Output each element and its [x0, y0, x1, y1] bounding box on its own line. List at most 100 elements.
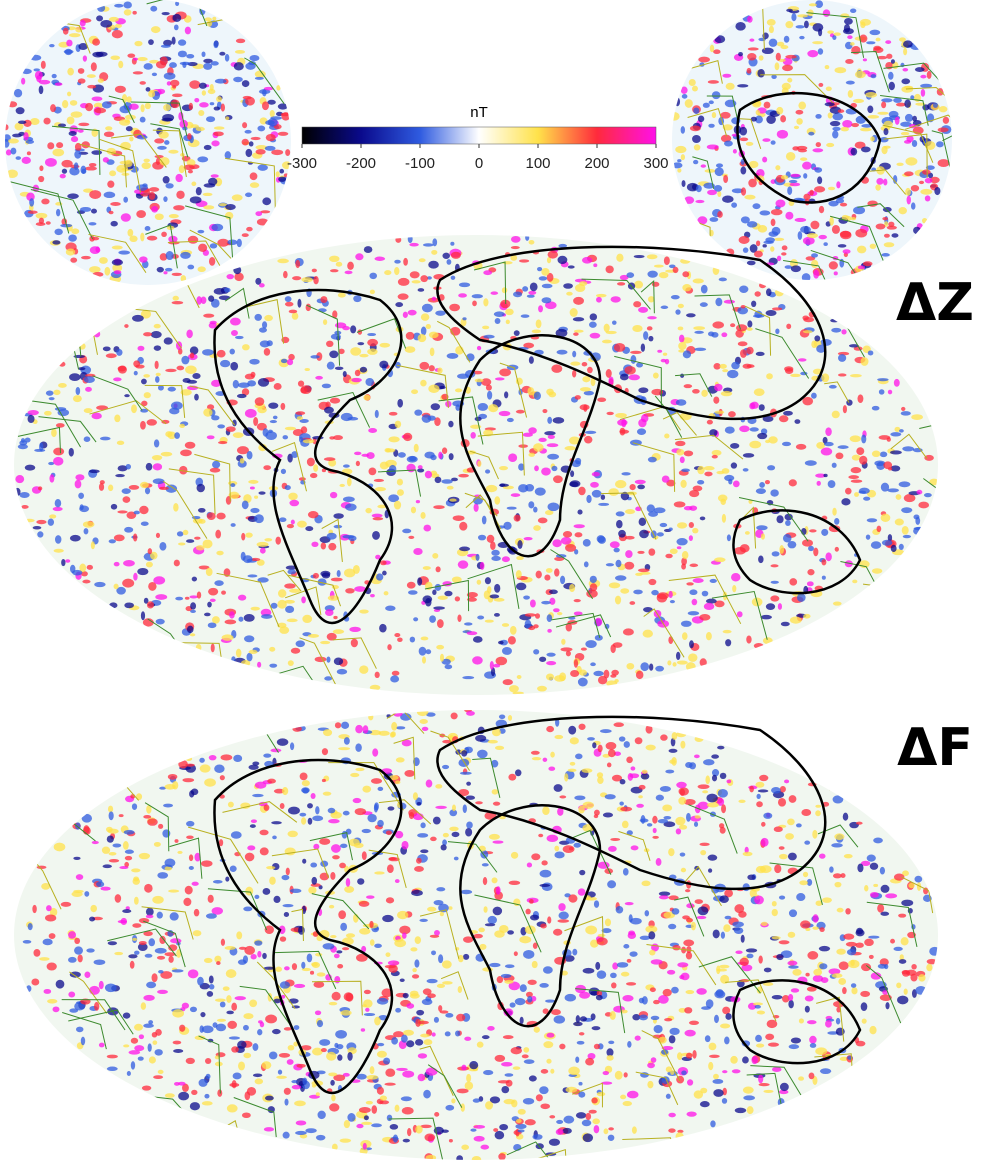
anomaly-blob: [660, 734, 667, 740]
anomaly-blob: [593, 671, 603, 676]
anomaly-blob: [235, 996, 246, 1000]
anomaly-blob: [702, 591, 709, 597]
anomaly-blob: [698, 57, 710, 63]
anomaly-blob: [779, 896, 785, 900]
anomaly-blob: [65, 559, 70, 562]
anomaly-blob: [642, 770, 648, 774]
anomaly-blob: [269, 877, 276, 885]
anomaly-blob: [190, 1007, 197, 1013]
anomaly-blob: [669, 112, 680, 121]
anomaly-blob: [458, 560, 468, 568]
anomaly-blob: [939, 106, 948, 112]
anomaly-blob: [710, 579, 717, 583]
anomaly-blob: [576, 1112, 586, 1118]
anomaly-blob: [708, 80, 719, 84]
anomaly-blob: [351, 639, 358, 648]
anomaly-blob: [709, 1055, 720, 1058]
anomaly-blob: [720, 773, 727, 779]
anomaly-blob: [420, 1034, 430, 1038]
anomaly-blob: [14, 488, 20, 496]
anomaly-blob: [142, 162, 151, 169]
anomaly-blob: [607, 880, 616, 888]
anomaly-blob: [277, 738, 289, 745]
anomaly-blob: [894, 379, 900, 387]
anomaly-blob: [197, 156, 208, 162]
anomaly-blob: [312, 816, 323, 822]
anomaly-blob: [657, 594, 668, 603]
isochron: [32, 310, 81, 356]
anomaly-blob: [74, 946, 83, 954]
anomaly-blob: [274, 383, 282, 390]
anomaly-blob: [121, 918, 127, 925]
anomaly-blob: [574, 330, 584, 333]
anomaly-blob: [379, 343, 390, 348]
anomaly-blob: [522, 1054, 529, 1058]
anomaly-blob: [46, 390, 54, 395]
anomaly-blob: [681, 154, 685, 160]
anomaly-blob: [435, 584, 442, 591]
anomaly-blob: [173, 503, 178, 512]
anomaly-blob: [554, 1015, 565, 1023]
anomaly-blob: [284, 1088, 291, 1095]
anomaly-blob: [413, 617, 418, 621]
anomaly-blob: [441, 844, 447, 850]
anomaly-blob: [478, 927, 484, 932]
anomaly-blob: [857, 394, 863, 403]
anomaly-blob: [289, 998, 299, 1003]
anomaly-blob: [318, 308, 327, 312]
anomaly-blob: [594, 814, 598, 818]
anomaly-blob: [144, 63, 153, 70]
anomaly-blob: [598, 934, 606, 937]
anomaly-blob: [493, 802, 500, 806]
anomaly-blob: [278, 177, 286, 182]
anomaly-blob: [780, 1083, 789, 1091]
anomaly-blob: [141, 379, 147, 385]
anomaly-blob: [795, 218, 807, 222]
anomaly-blob: [267, 779, 276, 784]
anomaly-blob: [934, 187, 940, 195]
anomaly-blob: [499, 411, 511, 416]
anomaly-blob: [843, 934, 854, 940]
anomaly-blob: [533, 649, 539, 654]
anomaly-blob: [798, 149, 807, 152]
anomaly-blob: [207, 435, 215, 439]
anomaly-blob: [388, 960, 400, 965]
anomaly-blob: [680, 741, 685, 749]
isochron: [807, 730, 856, 782]
anomaly-blob: [659, 272, 669, 278]
anomaly-blob: [727, 370, 738, 378]
anomaly-blob: [143, 815, 151, 819]
anomaly-blob: [798, 231, 803, 240]
anomaly-blob: [147, 601, 154, 608]
anomaly-blob: [565, 994, 576, 1002]
anomaly-blob: [724, 300, 735, 304]
anomaly-blob: [321, 542, 326, 549]
anomaly-blob: [825, 65, 830, 69]
anomaly-blob: [730, 1056, 737, 1064]
anomaly-blob: [49, 474, 54, 482]
anomaly-blob: [391, 722, 397, 731]
anomaly-blob: [426, 780, 433, 788]
anomaly-blob: [118, 366, 127, 372]
anomaly-blob: [49, 44, 54, 47]
anomaly-blob: [456, 1014, 465, 1022]
anomaly-blob: [168, 889, 179, 892]
anomaly-blob: [746, 142, 754, 146]
anomaly-blob: [460, 890, 472, 895]
anomaly-blob: [698, 784, 710, 789]
anomaly-blob: [570, 470, 574, 477]
anomaly-blob: [709, 100, 714, 104]
anomaly-blob: [371, 778, 382, 784]
anomaly-blob: [742, 1056, 749, 1063]
anomaly-blob: [337, 964, 343, 969]
anomaly-blob: [754, 251, 763, 258]
anomaly-blob: [202, 51, 206, 57]
anomaly-blob: [128, 954, 137, 958]
anomaly-blob: [815, 810, 821, 816]
anomaly-blob: [91, 150, 102, 155]
anomaly-blob: [584, 561, 589, 567]
anomaly-blob: [803, 330, 813, 333]
anomaly-blob: [243, 955, 248, 963]
anomaly-blob: [255, 211, 262, 216]
anomaly-blob: [625, 902, 634, 905]
